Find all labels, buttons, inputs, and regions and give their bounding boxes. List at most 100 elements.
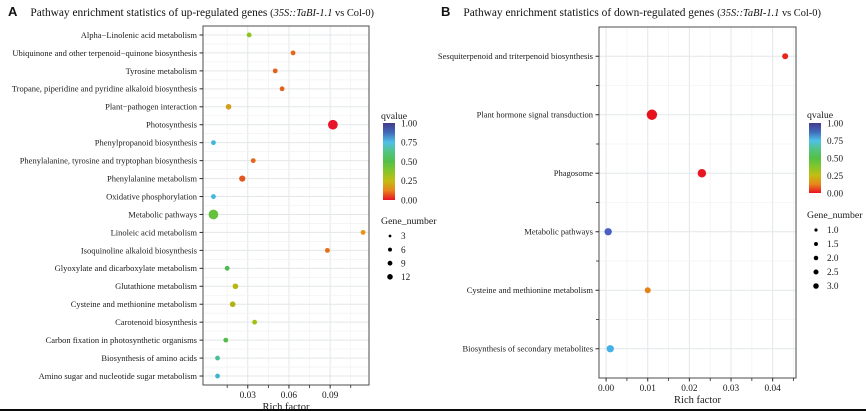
data-point	[224, 265, 230, 271]
qvalue-gradient-bar	[383, 123, 395, 200]
y-axis-label: Ubiquinone and other terpenoid−quinone b…	[12, 48, 197, 58]
gene-number-legend-dot	[813, 269, 819, 275]
data-point	[250, 158, 256, 164]
y-axis-label: Oxidative phosphorylation	[106, 191, 198, 201]
x-axis-title: Rich factor	[263, 402, 310, 411]
x-axis-title: Rich factor	[674, 395, 721, 406]
panel-b: Sesquiterpenoid and triterpenoid biosynt…	[438, 26, 863, 406]
data-point	[646, 109, 658, 120]
panel-a-title-suffix: vs Col-0)	[332, 8, 374, 19]
data-point	[246, 32, 252, 38]
y-axis: Alpha−Linolenic acid metabolism Ubiquinon…	[12, 30, 203, 381]
y-axis-label: Carbon fixation in photosynthetic organi…	[46, 335, 197, 345]
data-point	[272, 68, 278, 74]
data-point	[279, 86, 285, 92]
y-axis-label: Linoleic acid metabolism	[111, 227, 198, 237]
data-point	[211, 194, 216, 199]
data-point	[606, 345, 614, 353]
gene-number-legend-label: 12	[401, 272, 411, 282]
panel-b-title-text: Pathway enrichment statistics of down-re…	[463, 7, 718, 19]
y-axis-label: Isoquinoline alkaloid biosynthesis	[81, 245, 197, 255]
data-point	[229, 301, 236, 308]
y-axis-label: Plant hormone signal transduction	[477, 110, 594, 120]
gene-number-legend-label: 2.0	[827, 253, 839, 263]
panel-a-title-gene: 35S::TaBI-1.1	[273, 8, 333, 19]
gene-number-legend-dot	[387, 260, 393, 266]
qvalue-tick-label: 0.00	[827, 188, 843, 198]
x-tick-label: 0.09	[322, 391, 339, 401]
y-axis: Sesquiterpenoid and triterpenoid biosynt…	[438, 51, 599, 354]
y-axis-label: Metabolic pathways	[524, 227, 593, 237]
data-point	[782, 53, 789, 60]
panel-b-title-paren: (	[717, 8, 721, 19]
y-axis-label: Sesquiterpenoid and triterpenoid biosynt…	[438, 51, 593, 61]
gene-number-legend-dot	[388, 234, 392, 238]
qvalue-tick-label: 0.25	[401, 176, 417, 186]
qvalue-tick-label: 0.25	[827, 171, 843, 181]
y-axis-label: Photosynthesis	[146, 120, 197, 130]
panel-a: Alpha−Linolenic acid metabolism Ubiquinon…	[12, 25, 437, 411]
qvalue-tick-label: 0.50	[827, 153, 843, 163]
panel-a-title: A Pathway enrichment statistics of up-reg…	[8, 4, 374, 19]
qvalue-gradient-bar	[809, 123, 821, 193]
data-point	[360, 230, 366, 235]
y-axis-label: Phenylalanine, tyrosine and tryptophan b…	[20, 156, 197, 166]
data-point	[208, 209, 219, 220]
data-point	[328, 119, 338, 130]
gene-number-legend-label: 1.0	[827, 225, 839, 235]
y-axis-label: Metabolic pathways	[128, 209, 197, 219]
data-point	[215, 355, 220, 361]
x-tick-label: 0.06	[281, 391, 298, 401]
gene-number-legend-label: 3.0	[827, 281, 839, 291]
qvalue-tick-label: 0.00	[401, 195, 417, 205]
data-point	[604, 228, 612, 236]
gene-number-legend-dot	[387, 274, 393, 280]
data-point	[232, 283, 239, 290]
data-point	[223, 337, 229, 343]
gene-number-legend-dot	[814, 228, 818, 232]
gene-number-legend-label: 1.5	[827, 239, 839, 249]
gene-number-legend-title: Gene_number	[807, 210, 863, 221]
x-tick-label: 0.01	[640, 384, 657, 394]
panel-b-title-suffix: vs Col-0)	[779, 8, 821, 19]
panel-b-label: B	[441, 4, 451, 19]
gene-number-legend-label: 6	[401, 245, 406, 255]
qvalue-tick-label: 1.00	[827, 118, 843, 128]
data-point	[215, 373, 220, 379]
y-axis-label: Glutathione metabolism	[115, 281, 197, 291]
data-point	[697, 169, 707, 178]
y-axis-label: Tyrosine metabolism	[126, 66, 198, 76]
panel-a-title-paren: (	[270, 8, 274, 19]
panel-b-title: B Pathway enrichment statistics of down-r…	[441, 4, 821, 19]
points	[604, 53, 789, 353]
gene-number-legend-label: 3	[401, 231, 406, 241]
data-point	[324, 247, 330, 253]
y-axis-label: Carotenoid biosynthesis	[115, 317, 197, 327]
gene-number-legend-label: 9	[401, 258, 406, 268]
x-tick-label: 0.03	[723, 384, 740, 394]
panel-a-label: A	[8, 4, 18, 19]
y-axis-label: Cysteine and methionine metabolism	[71, 299, 198, 309]
data-point	[252, 319, 258, 325]
y-axis-label: Tropane, piperidine and pyridine alkaloi…	[12, 84, 197, 94]
gene-number-legend-dot	[814, 242, 818, 246]
qvalue-tick-label: 0.75	[827, 136, 843, 146]
y-axis-label: Cysteine and methionine metabolism	[467, 285, 594, 295]
gene-number-legend-dot	[388, 247, 392, 252]
y-axis-label: Phenylalanine metabolism	[107, 173, 197, 183]
data-point	[290, 50, 296, 56]
x-tick-label: 0.02	[681, 384, 698, 394]
data-point	[225, 103, 232, 110]
qvalue-legend-title: qvalue	[381, 111, 408, 122]
qvalue-tick-label: 0.50	[401, 157, 417, 167]
data-point	[644, 287, 651, 294]
y-axis-label: Glyoxylate and dicarboxylate metabolism	[55, 263, 198, 273]
qvalue-legend-title: qvalue	[807, 110, 834, 121]
data-point	[239, 175, 246, 182]
panel-a-title-text: Pathway enrichment statistics of up-regu…	[30, 7, 271, 19]
x-axis: 0.00 0.01 0.02 0.03 0.04 Rich factor	[598, 378, 794, 406]
